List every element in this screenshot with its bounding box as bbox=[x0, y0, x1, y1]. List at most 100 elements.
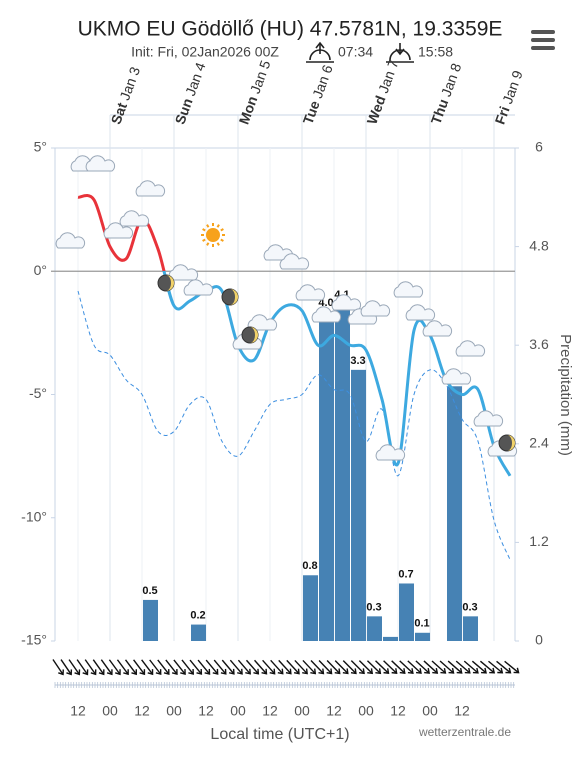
wind-head bbox=[285, 668, 292, 675]
wind-head bbox=[472, 667, 479, 674]
precip-label: 0.2 bbox=[190, 609, 205, 621]
wind-shaft bbox=[294, 659, 308, 675]
sun-disc bbox=[206, 228, 220, 242]
wind-head bbox=[489, 667, 496, 674]
wind-arrow bbox=[92, 659, 105, 676]
wind-arrow bbox=[278, 659, 292, 675]
wind-arrow bbox=[270, 659, 284, 675]
sun-ray bbox=[202, 228, 206, 232]
wind-head bbox=[228, 668, 235, 675]
wind-arrow bbox=[189, 659, 203, 675]
wind-arrow bbox=[60, 659, 73, 676]
precip-bar bbox=[399, 583, 414, 641]
cloud-shape bbox=[279, 253, 310, 270]
wind-arrow bbox=[149, 659, 162, 676]
wind-arrow bbox=[221, 659, 235, 675]
day-name: Fri bbox=[491, 104, 512, 126]
precip-label: 3.3 bbox=[350, 355, 365, 367]
wind-head bbox=[367, 668, 374, 675]
wind-head bbox=[359, 668, 365, 675]
wind-head bbox=[293, 668, 300, 675]
wind-shaft bbox=[383, 660, 398, 674]
cloud-icon bbox=[422, 320, 453, 337]
day-name: Sat bbox=[107, 100, 130, 126]
y2-tick-label: 4.8 bbox=[529, 237, 549, 253]
y-tick-label: 5° bbox=[34, 139, 47, 155]
day-label: Tue Jan 6 bbox=[299, 62, 335, 126]
sunset-time: 15:58 bbox=[418, 44, 453, 60]
wind-head bbox=[66, 669, 73, 676]
y2-tick-label: 1.2 bbox=[529, 533, 549, 549]
wind-head bbox=[269, 668, 276, 675]
wind-arrow bbox=[124, 659, 137, 676]
wind-head bbox=[253, 668, 260, 675]
menu-button[interactable] bbox=[531, 30, 555, 50]
y2-axis-label: Precipitation (mm) bbox=[557, 334, 574, 456]
wind-arrow bbox=[504, 660, 520, 674]
wind-shaft bbox=[157, 659, 170, 675]
day-date: Jan 4 bbox=[182, 60, 209, 98]
wind-shaft bbox=[431, 660, 446, 674]
cloud-shape bbox=[331, 294, 362, 311]
wind-shaft bbox=[439, 660, 454, 674]
y2-tick-label: 0 bbox=[535, 632, 543, 648]
wind-arrow bbox=[358, 660, 374, 675]
y-tick-label: -5° bbox=[29, 385, 47, 401]
moon-icon bbox=[498, 434, 516, 452]
wind-head bbox=[497, 667, 504, 674]
sunrise-icon bbox=[306, 41, 334, 63]
x-tick-label: 00 bbox=[422, 703, 438, 719]
day-name: Tue bbox=[299, 98, 322, 126]
wind-shaft bbox=[221, 659, 235, 675]
cloud-icon bbox=[405, 304, 436, 321]
x-tick-label: 12 bbox=[134, 703, 150, 719]
precip-label: 0.5 bbox=[142, 585, 157, 597]
wind-head bbox=[98, 669, 105, 676]
moon-lit bbox=[166, 275, 174, 291]
moon-lit bbox=[250, 327, 258, 343]
sun-ray bbox=[206, 224, 210, 228]
cloud-shape bbox=[393, 281, 424, 298]
cloud-icon bbox=[55, 232, 86, 249]
wind-head bbox=[310, 668, 317, 675]
day-date: Jan 6 bbox=[309, 62, 336, 100]
wind-shaft bbox=[310, 659, 324, 675]
day-label: Sat Jan 3 bbox=[107, 64, 143, 126]
wind-arrow bbox=[213, 659, 227, 675]
wind-arrow bbox=[326, 660, 341, 675]
wind-head bbox=[342, 668, 349, 675]
wind-head bbox=[513, 667, 520, 674]
wind-shaft bbox=[84, 659, 97, 675]
wind-head bbox=[399, 668, 406, 674]
day-label: Wed Jan 7 bbox=[363, 57, 401, 126]
wind-arrow bbox=[342, 660, 357, 675]
wind-shaft bbox=[254, 659, 267, 675]
wind-shaft bbox=[318, 660, 333, 674]
cloud-shape bbox=[55, 232, 86, 249]
wind-head bbox=[415, 668, 422, 674]
wind-shaft bbox=[504, 660, 520, 674]
wind-shaft bbox=[334, 660, 349, 674]
wind-arrow bbox=[463, 660, 479, 674]
wind-arrow bbox=[455, 660, 471, 674]
cloud-icon bbox=[393, 281, 424, 298]
x-tick-label: 12 bbox=[198, 703, 214, 719]
wind-arrow bbox=[133, 659, 146, 676]
x-tick-label: 00 bbox=[102, 703, 118, 719]
wind-head bbox=[391, 668, 398, 675]
wind-shaft bbox=[358, 660, 373, 674]
wind-head bbox=[237, 668, 243, 675]
x-tick-label: 12 bbox=[454, 703, 470, 719]
wind-arrow bbox=[302, 659, 317, 675]
wind-arrow bbox=[366, 660, 382, 675]
x-tick-label: 00 bbox=[294, 703, 310, 719]
wind-head bbox=[131, 669, 137, 676]
wind-arrow bbox=[471, 660, 487, 674]
day-date: Jan 3 bbox=[116, 64, 143, 102]
wind-arrow bbox=[173, 659, 186, 675]
wind-shaft bbox=[197, 659, 211, 675]
wind-shaft bbox=[350, 660, 365, 674]
credit: wetterzentrale.de bbox=[418, 725, 511, 739]
wind-shaft bbox=[76, 659, 89, 675]
precip-bar bbox=[143, 599, 158, 641]
